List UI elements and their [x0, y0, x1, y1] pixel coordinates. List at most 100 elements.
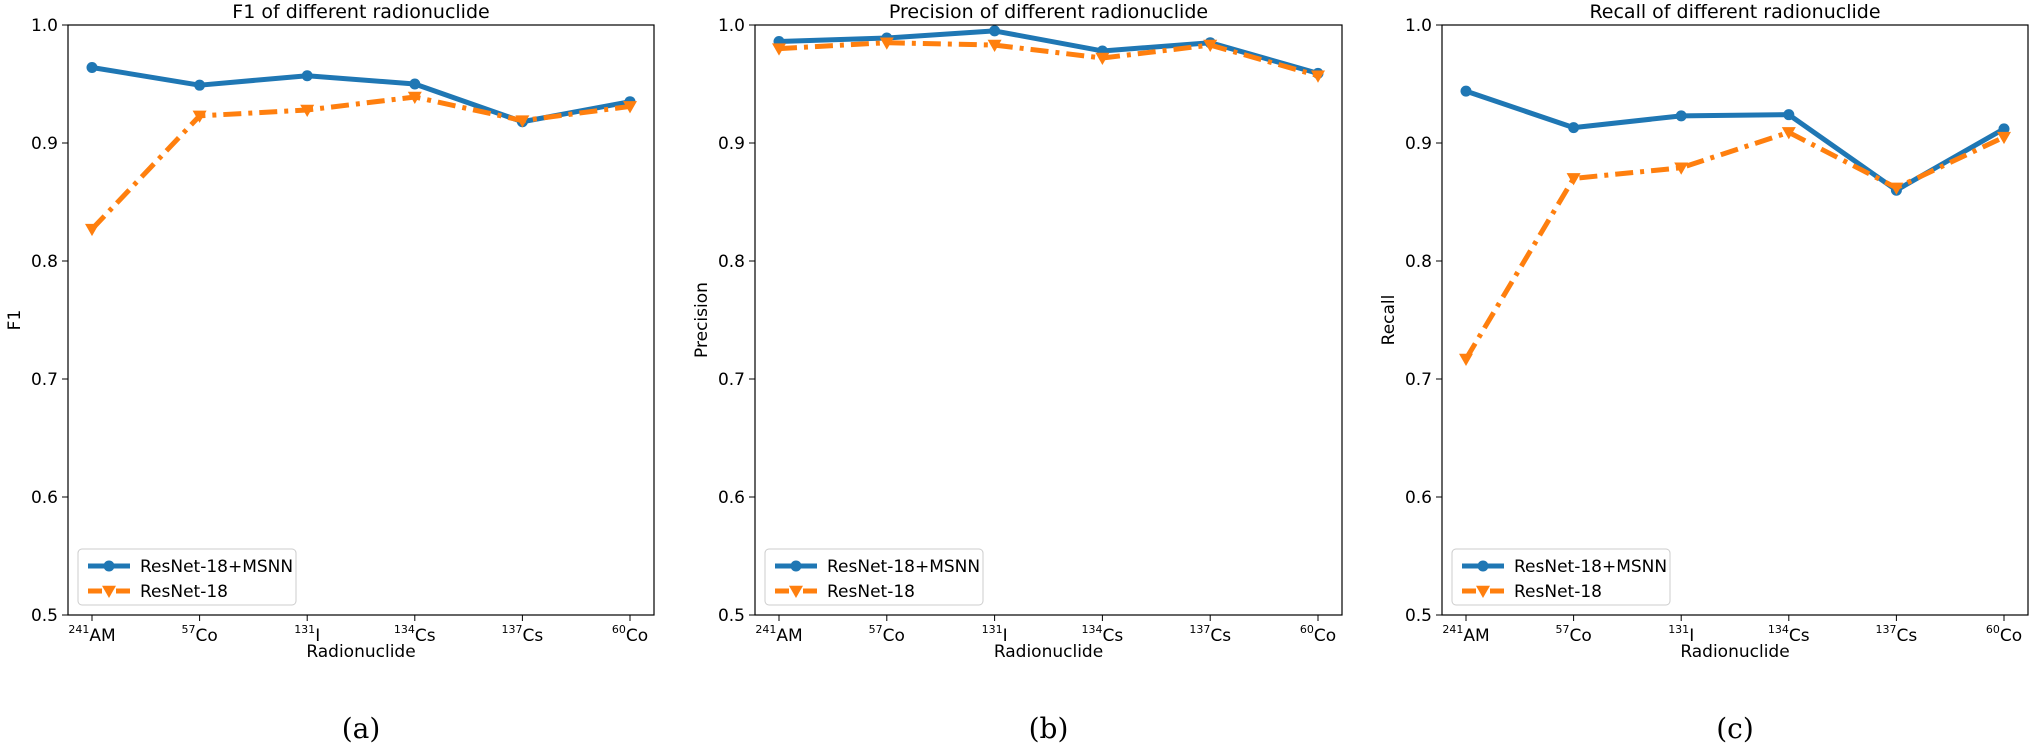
x-axis-label: Radionuclide — [1680, 642, 1789, 662]
y-tick-label: 0.6 — [31, 488, 58, 508]
legend-marker — [102, 585, 116, 598]
legend-box — [77, 548, 297, 606]
x-tick-label-superscript: 137 — [502, 623, 523, 636]
data-point — [1566, 173, 1581, 186]
x-tick-label: 137Cs — [502, 623, 544, 646]
data-point — [300, 104, 315, 117]
x-tick-label-symbol: Cs — [1897, 626, 1918, 646]
data-point — [623, 101, 637, 114]
x-tick-label-symbol: Co — [1569, 626, 1591, 646]
series-line-resnet-18 — [1463, 129, 2006, 361]
x-tick-label-symbol: Co — [2000, 626, 2022, 646]
subfigure-caption: (c) — [1716, 712, 1754, 745]
x-tick-label-superscript: 241 — [68, 623, 89, 636]
data-point — [301, 70, 313, 82]
y-tick-label: 0.8 — [31, 252, 58, 272]
y-axis-label: Precision — [692, 282, 712, 358]
y-tick-label: 0.9 — [1405, 134, 1432, 154]
y-axis-label: F1 — [5, 310, 25, 331]
data-point — [85, 223, 99, 237]
x-tick-label: 134Cs — [1768, 623, 1810, 646]
data-point — [1675, 110, 1687, 122]
data-point — [1781, 127, 1796, 140]
x-tick-label: 60Co — [612, 623, 648, 646]
legend-label: ResNet-18+MSNN — [827, 557, 980, 577]
legend-label: ResNet-18+MSNN — [1514, 557, 1667, 577]
data-point — [1311, 70, 1325, 83]
legend-marker — [103, 560, 115, 572]
data-point — [1998, 123, 2010, 135]
legend-label: ResNet-18 — [1514, 582, 1602, 602]
y-tick-label: 1.0 — [1405, 16, 1432, 36]
data-point — [192, 110, 207, 123]
y-tick-label: 0.6 — [718, 488, 745, 508]
data-point — [1095, 52, 1110, 66]
chart-panel-1: F1 of different radionuclide 0.5 0.6 0.7 0.8… — [5, 1, 655, 745]
data-point — [989, 25, 1001, 37]
x-tick-label-symbol: Cs — [523, 626, 544, 646]
y-tick-label: 0.7 — [31, 370, 58, 390]
x-tick-label-symbol: Co — [1314, 626, 1336, 646]
legend-marker — [789, 585, 803, 598]
data-point — [1203, 39, 1218, 53]
plot-frame — [1441, 24, 2029, 616]
x-tick-label-symbol: AM — [776, 626, 802, 646]
data-point — [1783, 109, 1795, 121]
x-tick-label-superscript: 57 — [1555, 623, 1569, 636]
plot-frame — [67, 24, 655, 616]
plot-frame — [754, 24, 1343, 616]
series-line-resnet-18 — [778, 40, 1319, 79]
x-tick-label: 241AM — [68, 623, 115, 646]
x-tick-label-symbol: Cs — [415, 626, 436, 646]
x-tick-label-symbol: I — [315, 626, 320, 646]
x-tick-label-superscript: 134 — [1082, 623, 1103, 636]
legend-marker — [1477, 560, 1489, 572]
x-tick-label-superscript: 241 — [1442, 623, 1463, 636]
x-tick-label: 137Cs — [1876, 623, 1918, 646]
y-tick-label: 0.8 — [718, 252, 745, 272]
y-tick-label: 0.7 — [718, 370, 745, 390]
y-tick-label: 0.8 — [1405, 252, 1432, 272]
legend-label: ResNet-18 — [827, 582, 915, 602]
data-point — [409, 78, 421, 90]
x-tick-label-symbol: Cs — [1103, 626, 1124, 646]
x-tick-label-superscript: 241 — [755, 623, 776, 636]
x-tick-label: 60Co — [1300, 623, 1336, 646]
y-tick-label: 0.7 — [1405, 370, 1432, 390]
legend-label: ResNet-18+MSNN — [140, 557, 293, 577]
x-tick-label-superscript: 60 — [1300, 623, 1314, 636]
x-tick-label: 60Co — [1986, 623, 2022, 646]
x-tick-label-superscript: 134 — [1768, 623, 1789, 636]
chart-title: Precision of different radionuclide — [889, 1, 1208, 23]
x-tick-label-superscript: 131 — [294, 623, 315, 636]
series-line-resnet-18 — [90, 94, 631, 231]
x-tick-label-symbol: Cs — [1210, 626, 1231, 646]
legend-box — [764, 548, 984, 606]
x-tick-label: 57Co — [1555, 623, 1591, 646]
data-point — [1674, 162, 1689, 175]
legend-box — [1451, 548, 1671, 606]
x-tick-label: 241AM — [755, 623, 802, 646]
subfigure-caption: (a) — [342, 712, 381, 745]
x-tick-label: 131I — [294, 623, 320, 646]
chart-title: Recall of different radionuclide — [1589, 1, 1880, 23]
x-tick-label-symbol: AM — [89, 626, 115, 646]
x-tick-label-superscript: 134 — [394, 623, 415, 636]
data-point — [1460, 85, 1472, 97]
x-tick-label-superscript: 60 — [612, 623, 626, 636]
x-tick-label-superscript: 137 — [1189, 623, 1210, 636]
chart-title: F1 of different radionuclide — [232, 1, 489, 23]
series-line-resnet-18-msnn — [1465, 88, 2006, 193]
y-axis-label: Recall — [1379, 295, 1399, 346]
legend-label: ResNet-18 — [140, 582, 228, 602]
x-tick-label-superscript: 57 — [181, 623, 195, 636]
data-point — [194, 79, 206, 91]
legend-marker — [1476, 585, 1490, 598]
x-tick-label-superscript: 137 — [1876, 623, 1897, 636]
y-tick-label: 0.5 — [31, 606, 58, 626]
y-tick-label: 0.5 — [718, 606, 745, 626]
x-tick-label-symbol: Co — [626, 626, 648, 646]
data-point — [987, 39, 1002, 53]
legend-marker — [790, 560, 802, 572]
